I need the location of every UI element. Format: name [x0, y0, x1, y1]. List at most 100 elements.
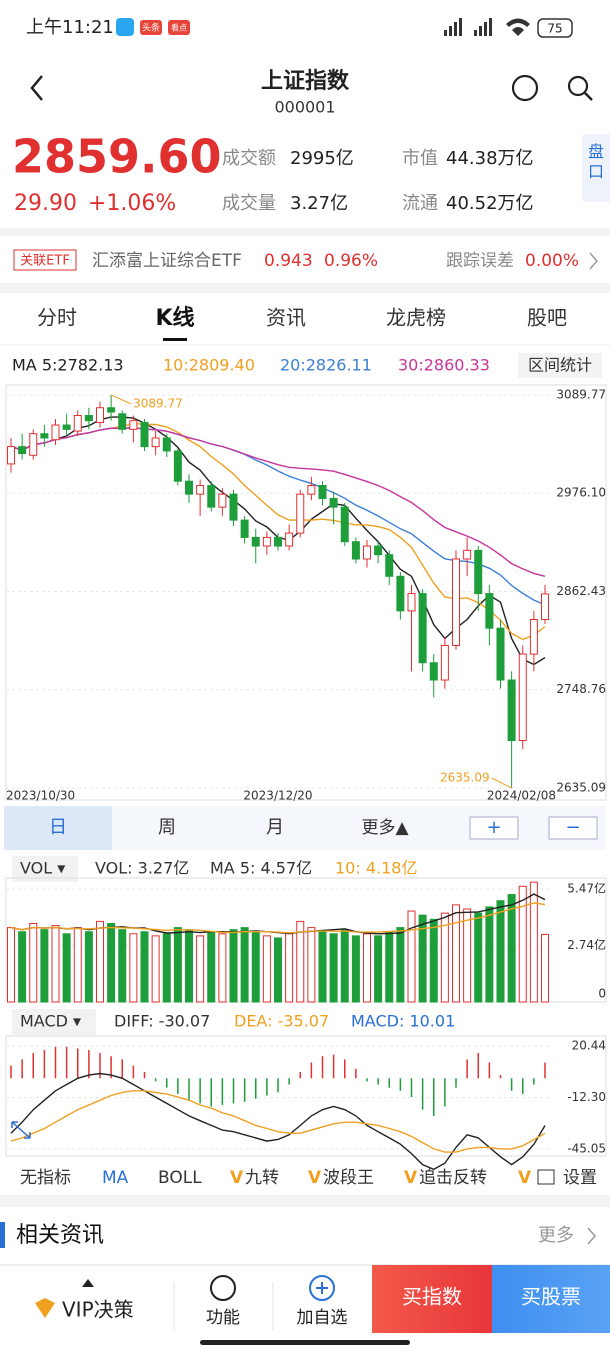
change: 29.90: [14, 191, 77, 216]
volume-bar: [84, 931, 93, 1003]
buy-stock: 买股票: [521, 1285, 581, 1309]
buy-stock-box[interactable]: [492, 1265, 610, 1333]
tab[interactable]: 龙虎榜: [386, 306, 446, 330]
candle-body: [73, 415, 82, 432]
candle-body: [29, 433, 38, 456]
ma-legend: 20:2826.11: [280, 356, 372, 375]
indicator[interactable]: 九转: [245, 1168, 279, 1188]
candle-body: [218, 493, 227, 508]
period-tab[interactable]: 更多▲: [361, 818, 409, 838]
macd-legend: DIFF: -30.07: [114, 1012, 210, 1031]
tab[interactable]: 股吧: [527, 306, 567, 330]
chevron: [589, 252, 598, 270]
volume-bar: [340, 929, 349, 1003]
vol-ma-line: [10, 902, 546, 934]
x-tick-label: 2023/10/30: [6, 789, 75, 803]
func-icon: [210, 1275, 236, 1301]
chart-frame: [5, 384, 607, 801]
indicator[interactable]: 无指标: [20, 1168, 71, 1188]
vol-legend: MA 5: 4.57亿: [210, 859, 312, 878]
back-button[interactable]: [30, 75, 43, 101]
news-title: 相关资讯: [16, 1223, 104, 1248]
volume-bar: [463, 908, 472, 1003]
candle-body: [374, 545, 383, 556]
vol-legend: 10: 4.18亿: [335, 859, 417, 878]
stat-value: 2995亿: [290, 148, 354, 169]
period-tab[interactable]: 周: [158, 817, 176, 838]
y-tick-label: 0: [598, 987, 606, 1001]
candle-body: [185, 480, 193, 495]
candle-body: [40, 433, 49, 439]
volume-bar: [407, 910, 416, 1003]
etf-price: 0.943: [264, 251, 313, 271]
change-pct: +1.06%: [88, 191, 176, 216]
macd-menu: MACD ▾: [20, 1012, 81, 1031]
zoom-out: −: [565, 817, 580, 838]
indicator[interactable]: BOLL: [158, 1168, 202, 1188]
candle-body: [318, 485, 327, 499]
volume-bar: [518, 885, 527, 1003]
chat-button[interactable]: [511, 74, 539, 102]
volume-bar: [229, 929, 238, 1003]
indicator[interactable]: 追击反转: [419, 1168, 487, 1188]
volume-bar: [251, 931, 260, 1003]
divider: [0, 228, 610, 236]
zoom-in-box[interactable]: [469, 816, 519, 840]
macd-menu-box[interactable]: [12, 1009, 96, 1035]
add-button[interactable]: 加自选: [297, 1308, 348, 1328]
volume-bar: [118, 929, 127, 1003]
etf-name: 汇添富上证综合ETF: [92, 251, 242, 271]
tab[interactable]: 资讯: [266, 306, 306, 330]
tab[interactable]: 分时: [37, 306, 77, 330]
search-button[interactable]: [567, 75, 589, 97]
volume-bar: [529, 881, 538, 1003]
candle-body: [329, 497, 338, 508]
stat-label: 成交额: [222, 148, 276, 169]
volume-bar: [429, 918, 438, 1003]
annotation-line: [491, 777, 512, 789]
candle-body: [107, 407, 116, 413]
volume-bar: [151, 935, 160, 1003]
track-label: 跟踪误差: [446, 251, 514, 271]
candle-body: [62, 424, 71, 430]
volume-bar: [18, 931, 27, 1003]
period-tab[interactable]: 月: [266, 817, 284, 838]
candle-body: [162, 437, 171, 452]
candle-body: [396, 575, 405, 612]
period-tab[interactable]: 日: [49, 817, 67, 838]
settings[interactable]: 设置: [563, 1168, 597, 1188]
v-badge: V: [518, 1168, 532, 1188]
candle-body: [296, 493, 305, 534]
indicator[interactable]: MA: [102, 1168, 129, 1188]
side-panel[interactable]: [582, 134, 610, 202]
divider: [0, 1195, 610, 1207]
candle-body: [496, 627, 505, 681]
price: 2859.60: [12, 130, 222, 184]
tab-active[interactable]: K线: [155, 305, 194, 331]
chevron: [587, 1227, 596, 1245]
func-button[interactable]: 功能: [206, 1308, 240, 1328]
vip-button[interactable]: VIP决策: [62, 1298, 134, 1322]
zoom-out-box[interactable]: [548, 816, 598, 840]
zoom-in: +: [486, 817, 501, 838]
battery: [537, 18, 573, 38]
candle-body: [262, 536, 271, 547]
volume-bar: [107, 922, 116, 1003]
indicator[interactable]: 波段王: [323, 1168, 374, 1188]
range-button-box[interactable]: [518, 353, 602, 378]
volume-bar: [496, 900, 505, 1003]
y-tick-label: 2862.43: [556, 584, 606, 598]
buy-index-box[interactable]: [372, 1265, 492, 1333]
macd-legend: MACD: 10.01: [351, 1012, 455, 1031]
candle-body: [507, 679, 516, 742]
annotation-line: [110, 394, 132, 405]
badge-text: 头条: [142, 22, 160, 34]
ma-line: [10, 426, 546, 606]
volume-bar: [173, 927, 182, 1003]
news-more[interactable]: 更多: [538, 1225, 574, 1246]
vol-legend: VOL: 3.27亿: [95, 859, 189, 878]
vip-icon: [35, 1298, 55, 1318]
y-tick-label: 2748.76: [556, 682, 606, 696]
buy-index: 买指数: [402, 1285, 462, 1309]
